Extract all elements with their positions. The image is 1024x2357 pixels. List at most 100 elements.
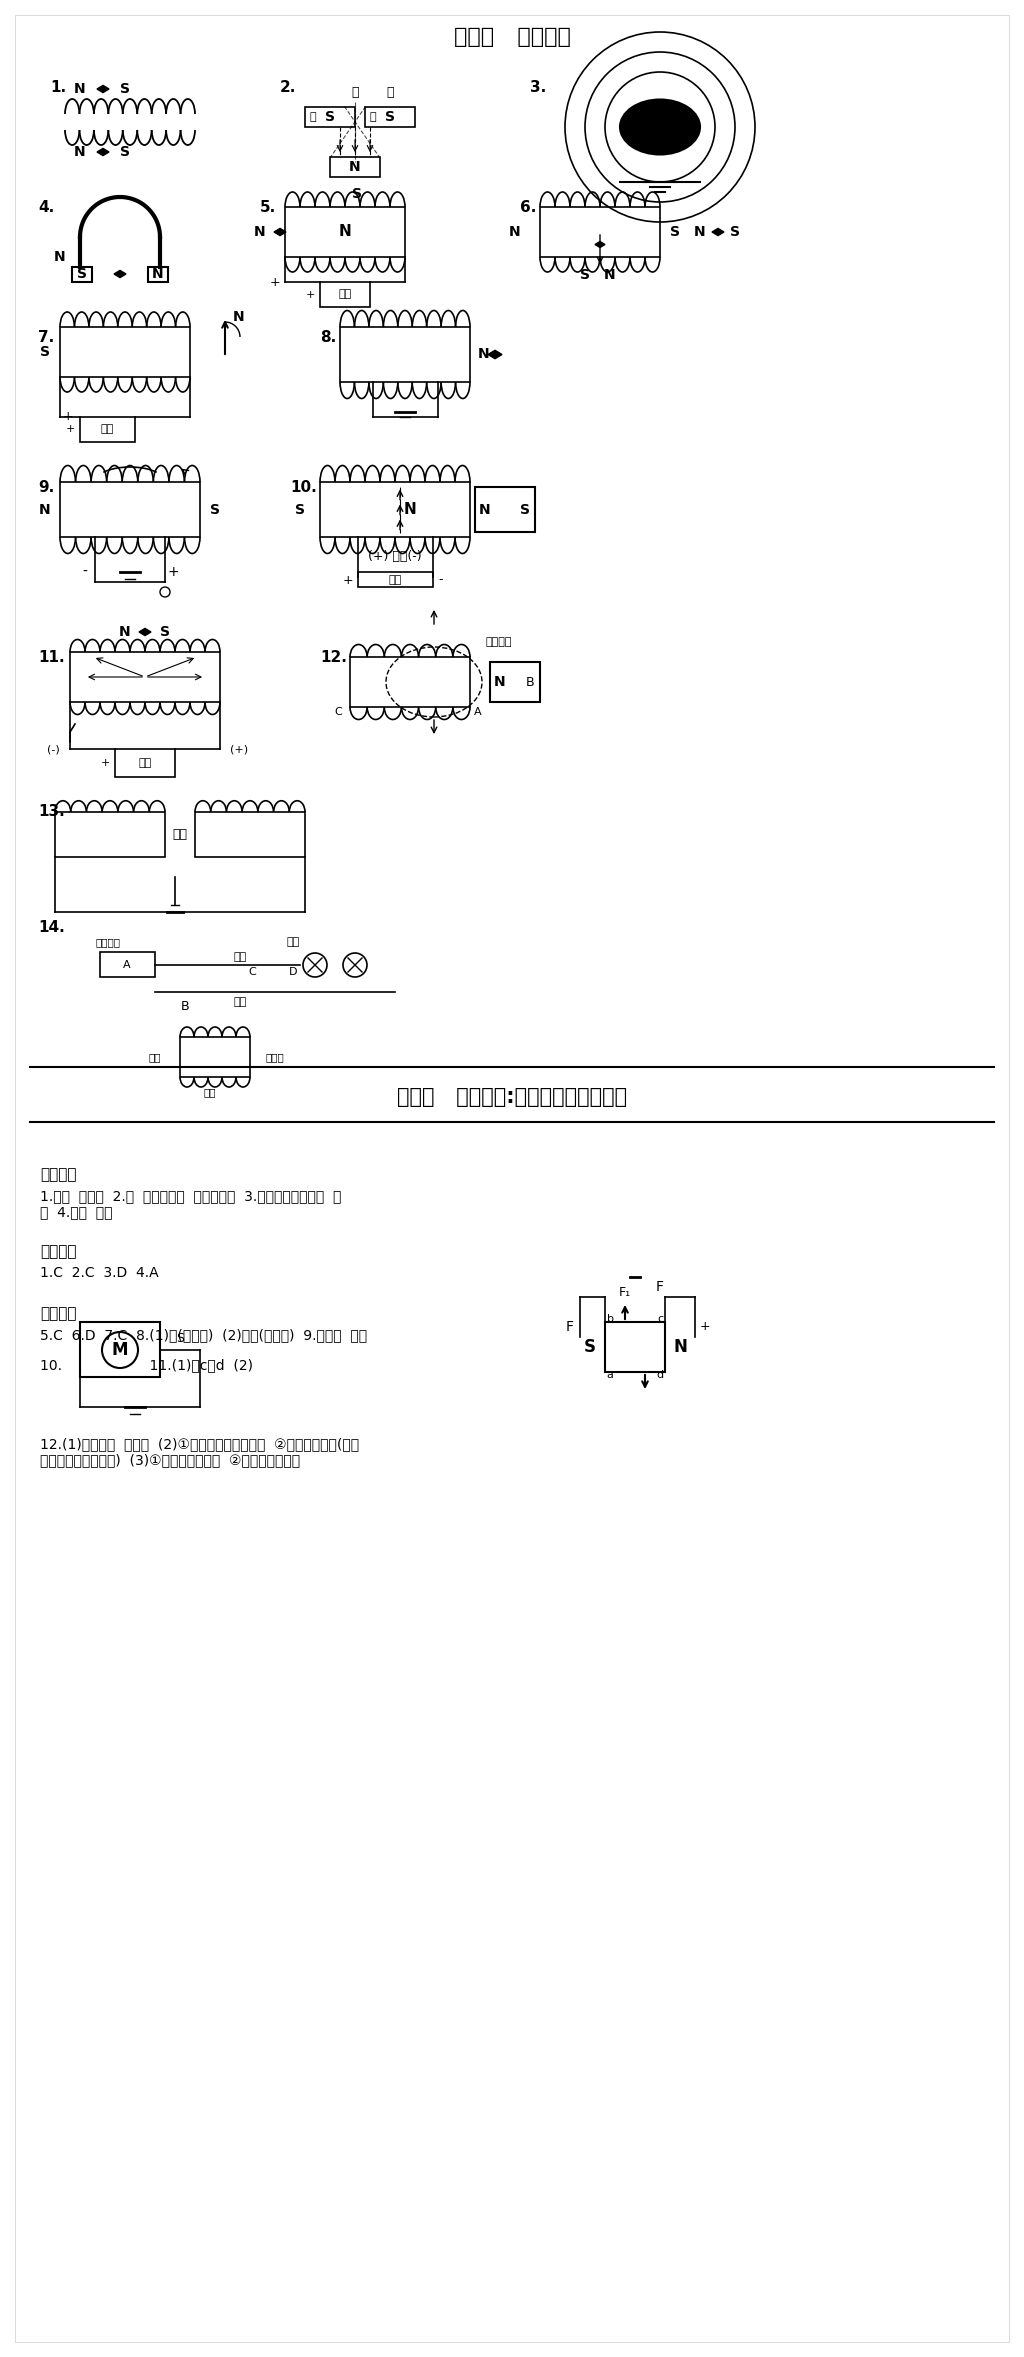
Text: N: N — [403, 502, 417, 516]
Text: 排斥: 排斥 — [172, 827, 187, 841]
Bar — [365, 106, 415, 127]
Text: 电源: 电源 — [338, 290, 351, 299]
Polygon shape — [274, 229, 286, 236]
Text: 4.: 4. — [38, 200, 54, 214]
Text: 火线: 火线 — [233, 997, 247, 1006]
Bar — [195, 813, 305, 858]
Text: C: C — [248, 966, 256, 978]
Text: 条形磁铁: 条形磁铁 — [485, 636, 512, 648]
Text: S: S — [325, 111, 335, 125]
Text: S: S — [670, 224, 680, 238]
Text: 弹簧: 弹簧 — [204, 1087, 216, 1096]
Text: +: + — [167, 566, 179, 580]
Bar — [475, 488, 535, 533]
Text: S: S — [730, 224, 740, 238]
Text: 电源: 电源 — [138, 759, 152, 768]
Text: S: S — [120, 146, 130, 158]
Text: 甲: 甲 — [310, 113, 316, 123]
Text: +: + — [269, 276, 280, 288]
Text: N: N — [74, 82, 86, 97]
Text: N: N — [349, 160, 360, 174]
Text: (+) 电源(-): (+) 电源(-) — [369, 552, 422, 563]
Text: N: N — [153, 266, 164, 280]
Text: S: S — [352, 186, 362, 200]
Text: (-): (-) — [47, 745, 60, 754]
Text: 乙: 乙 — [386, 85, 394, 99]
Bar — [357, 573, 432, 587]
Polygon shape — [97, 148, 109, 156]
Text: F: F — [656, 1280, 664, 1294]
Text: 光敏电阻: 光敏电阻 — [95, 938, 120, 948]
Text: S: S — [176, 1332, 184, 1346]
Text: S: S — [120, 82, 130, 97]
Text: S: S — [580, 269, 590, 283]
Text: 1.C  2.C  3.D  4.A: 1.C 2.C 3.D 4.A — [40, 1266, 159, 1280]
Text: +: + — [700, 1320, 711, 1334]
Bar — [490, 662, 540, 702]
Text: N: N — [254, 224, 266, 238]
Text: 12.(1)持续转动  换向器  (2)①将线圈拨转一定角度  ②增大电源电压(或换
一块磁性更强的磁体)  (3)①只改变电流方向  ②只改变磁场方向: 12.(1)持续转动 换向器 (2)①将线圈拨转一定角度 ②增大电源电压(或换 … — [40, 1438, 359, 1466]
Text: N: N — [478, 346, 489, 361]
Text: N: N — [74, 146, 86, 158]
Text: 小专题   电磁作图: 小专题 电磁作图 — [454, 26, 570, 47]
Text: S: S — [584, 1339, 596, 1355]
Text: 课后作业: 课后作业 — [40, 1306, 77, 1320]
Text: 第三节   科学探究:电动机为什么会转动: 第三节 科学探究:电动机为什么会转动 — [397, 1087, 627, 1108]
Bar — [350, 658, 470, 707]
Text: 触点: 触点 — [287, 938, 300, 948]
Text: N: N — [233, 311, 245, 323]
Text: 课前预习: 课前预习 — [40, 1167, 77, 1181]
Text: +: + — [305, 290, 315, 299]
Text: 6.: 6. — [520, 200, 537, 214]
Text: D: D — [289, 966, 297, 978]
Text: N: N — [479, 502, 490, 516]
Text: d: d — [656, 1369, 664, 1379]
Text: 乙: 乙 — [370, 113, 377, 123]
Polygon shape — [114, 271, 126, 278]
Text: 7.: 7. — [38, 330, 54, 344]
Text: F₁: F₁ — [618, 1285, 631, 1299]
Text: M: M — [112, 1341, 128, 1360]
Polygon shape — [139, 629, 151, 636]
Text: 10.                    11.(1)由c到d  (2): 10. 11.(1)由c到d (2) — [40, 1358, 253, 1372]
Text: -: - — [438, 573, 442, 587]
Bar — [80, 1322, 160, 1376]
Text: F: F — [566, 1320, 574, 1334]
Text: 14.: 14. — [38, 919, 65, 933]
Bar — [60, 328, 190, 377]
Text: 电源: 电源 — [101, 424, 114, 434]
Text: +: + — [342, 573, 353, 587]
Text: N: N — [119, 625, 131, 639]
Bar — [55, 813, 165, 858]
Bar — [60, 481, 200, 537]
Text: 5.C  6.D  7.C  8.(1)力(或磁力)  (2)电流(或磁场)  9.电动机  交变: 5.C 6.D 7.C 8.(1)力(或磁力) (2)电流(或磁场) 9.电动机… — [40, 1327, 368, 1341]
Text: S: S — [520, 502, 530, 516]
Bar — [148, 266, 168, 283]
Bar — [285, 207, 406, 257]
Text: +: + — [62, 410, 74, 424]
Text: A: A — [123, 959, 131, 971]
Text: 9.: 9. — [38, 478, 54, 495]
Polygon shape — [488, 351, 502, 358]
Bar — [605, 1322, 665, 1372]
Text: 1.线圈  换向器  2.力  磁场的方向  电流的方向  3.磁场对电流的作用  机
械  4.平衡  电流: 1.线圈 换向器 2.力 磁场的方向 电流的方向 3.磁场对电流的作用 机 械 … — [40, 1188, 341, 1219]
Polygon shape — [712, 229, 724, 236]
Text: S: S — [210, 502, 220, 516]
Text: +: + — [100, 759, 110, 768]
Bar — [319, 481, 470, 537]
Text: +: + — [66, 424, 75, 434]
Text: N: N — [54, 250, 66, 264]
Bar — [180, 1037, 250, 1077]
Text: 1.: 1. — [50, 80, 67, 94]
Text: 8.: 8. — [319, 330, 336, 344]
Text: 甲: 甲 — [351, 85, 358, 99]
Text: S: S — [385, 111, 395, 125]
Text: (+): (+) — [230, 745, 248, 754]
Polygon shape — [97, 85, 109, 92]
Text: 2.: 2. — [280, 80, 296, 94]
Bar — [72, 266, 92, 283]
Text: N: N — [509, 224, 521, 238]
Text: S: S — [295, 502, 305, 516]
Text: C: C — [334, 707, 342, 717]
Bar — [340, 328, 470, 382]
